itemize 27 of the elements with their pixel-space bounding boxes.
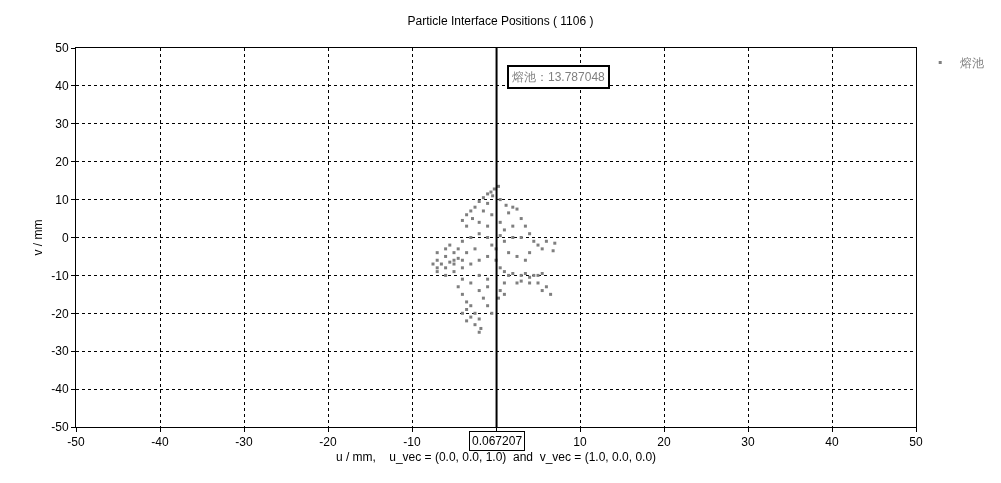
y-tick-label: -30: [51, 344, 69, 359]
legend-label: 熔池: [960, 56, 985, 71]
y-tick-label: -20: [51, 306, 69, 321]
x-tick-label: -20: [319, 435, 337, 450]
x-tick-label: 30: [741, 435, 755, 450]
x-tick-label: 20: [657, 435, 671, 450]
ref-line-label: 0.067207: [472, 434, 523, 448]
annotation: 熔池：13.787048: [512, 70, 606, 84]
y-tick-label: 20: [55, 154, 69, 169]
y-tick-label: 0: [61, 230, 69, 245]
y-tick-label: 10: [55, 192, 69, 207]
x-axis-title: u / mm, u_vec = (0.0, 0.0, 1.0) and v_vec = (1.0, 0.0, 0.0): [335, 450, 657, 465]
y-tick-label: 40: [55, 79, 69, 94]
x-tick-label: -30: [235, 435, 253, 450]
y-axis-title: v / mm: [30, 219, 45, 256]
x-tick-label: 10: [573, 435, 587, 450]
x-tick-label: -50: [67, 435, 85, 450]
y-tick-label: -50: [51, 420, 69, 435]
x-tick-label: -10: [403, 435, 421, 450]
y-tick-label: 30: [55, 117, 69, 131]
y-tick-label: -40: [51, 382, 69, 397]
y-tick-label: 50: [55, 41, 69, 56]
chart-title: Particle Interface Positions ( 1106 ): [407, 14, 594, 29]
x-tick-label: -40: [151, 435, 169, 450]
x-tick-label: 40: [825, 435, 839, 450]
x-tick-label: 50: [909, 435, 923, 450]
y-tick-label: -10: [51, 268, 69, 283]
